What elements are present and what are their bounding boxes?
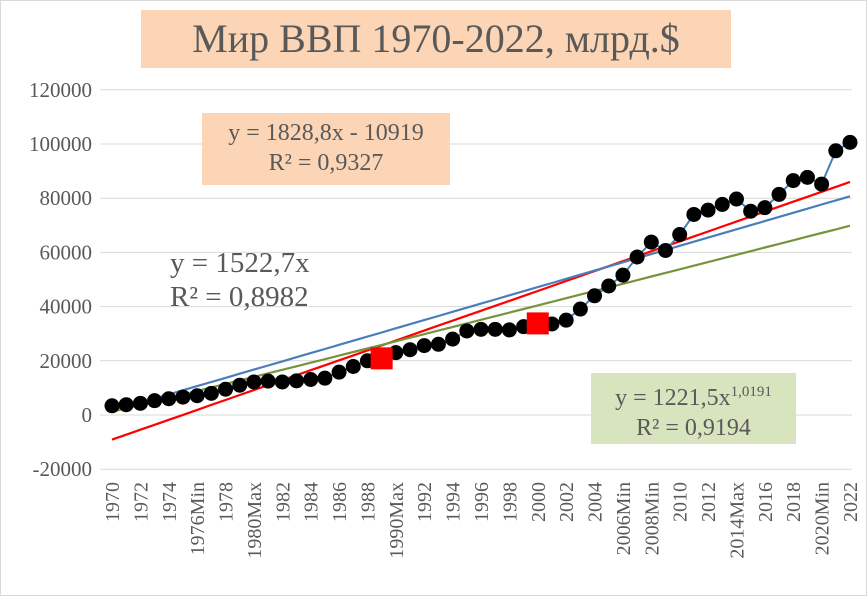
data-point (203, 385, 219, 401)
trendline-equation: y = 1828,8x - 10919 (228, 120, 424, 146)
y-tick-label: -20000 (33, 457, 93, 481)
data-point (430, 336, 446, 352)
data-point (672, 227, 688, 243)
data-point (686, 206, 702, 222)
data-point (828, 143, 844, 159)
data-point (558, 312, 574, 328)
data-point (147, 393, 163, 409)
data-point (331, 364, 347, 380)
x-tick-label: 2000 (528, 482, 550, 522)
linear-origin-trendline (111, 195, 851, 412)
origin-trendline-label: y = 1522,7x R² = 0,8982 (170, 246, 380, 314)
data-point (445, 331, 461, 347)
x-tick-label: 1990Max (386, 482, 408, 559)
data-point (629, 249, 645, 265)
x-tick-label: 1980Max (244, 482, 266, 559)
x-tick-label: 1972 (130, 482, 152, 522)
data-point (601, 278, 617, 294)
data-point (615, 267, 631, 283)
x-tick-label: 2010 (670, 482, 692, 522)
x-tick-label: 1986 (329, 482, 351, 522)
x-tick-label: 1982 (272, 482, 294, 522)
data-point (260, 373, 276, 389)
data-point (246, 374, 262, 390)
data-point (572, 301, 588, 317)
x-tick-label: 1996 (471, 482, 493, 522)
data-point (658, 243, 673, 259)
chart-title: Мир ВВП 1970-2022, млрд.$ (141, 10, 731, 68)
highlighted-point (526, 312, 549, 335)
y-tick-label: 0 (82, 403, 93, 427)
data-point (785, 173, 801, 189)
data-point (289, 373, 304, 389)
data-point (218, 381, 234, 397)
x-tick-label: 2018 (783, 482, 805, 522)
data-point (232, 377, 248, 393)
data-point (814, 176, 830, 192)
data-point (714, 196, 730, 212)
data-point (303, 371, 319, 387)
data-point (587, 288, 603, 304)
data-point (132, 395, 148, 411)
data-point (402, 342, 418, 358)
data-point (161, 391, 177, 407)
data-point (118, 397, 134, 413)
x-tick-label: 2006Min (613, 482, 635, 555)
y-tick-label: 100000 (29, 132, 92, 156)
data-point (842, 134, 858, 150)
trendline-equation: y = 1221,5x1,0191 (591, 377, 796, 413)
y-tick-label: 80000 (40, 186, 93, 210)
data-point (345, 358, 361, 374)
data-point (643, 234, 659, 250)
x-tick-label: 2022 (840, 482, 862, 522)
data-point (459, 323, 475, 339)
data-point (317, 370, 333, 386)
x-tick-label: 1992 (414, 482, 436, 522)
trendline-equation: y = 1522,7x (170, 247, 310, 279)
equation-base: y = 1221,5x (615, 385, 731, 411)
data-point (473, 321, 489, 337)
x-tick-label: 2020Min (812, 482, 834, 555)
y-tick-label: 20000 (40, 349, 93, 373)
x-tick-label: 2004 (585, 482, 607, 522)
equation-exponent: 1,0191 (730, 384, 772, 400)
data-point (175, 389, 191, 405)
y-tick-label: 120000 (29, 78, 92, 102)
data-point (274, 374, 290, 390)
data-point (728, 191, 744, 207)
power-trendline-label: y = 1221,5x1,0191 R² = 0,9194 (591, 373, 796, 444)
x-tick-label: 1998 (499, 482, 521, 522)
x-tick-label: 2008Min (641, 482, 663, 555)
y-tick-label: 60000 (40, 240, 93, 264)
x-tick-label: 1970 (102, 482, 124, 522)
data-point (501, 322, 517, 338)
trendline-r2: R² = 0,9194 (636, 415, 751, 441)
data-point (700, 202, 716, 218)
linear-trendline-label: y = 1828,8x - 10919 R² = 0,9327 (202, 113, 450, 185)
x-tick-label: 1994 (443, 482, 465, 522)
x-tick-label: 2002 (556, 482, 578, 522)
data-point (487, 321, 503, 337)
x-tick-label: 2012 (698, 482, 720, 522)
x-tick-label: 2016 (755, 482, 777, 522)
data-point (757, 200, 773, 216)
x-tick-label: 1984 (301, 482, 323, 522)
linear-trendline (111, 180, 851, 441)
x-tick-label: 1978 (216, 482, 238, 522)
data-point (189, 388, 205, 404)
x-tick-label: 1988 (357, 482, 379, 522)
data-point (799, 169, 815, 185)
data-point (104, 398, 120, 414)
y-tick-label: 40000 (40, 295, 93, 319)
x-tick-label: 1976Min (187, 482, 209, 555)
x-tick-label: 1974 (159, 482, 181, 522)
trendline-r2: R² = 0,8982 (170, 281, 309, 313)
data-point (416, 338, 432, 354)
highlighted-point (370, 347, 393, 370)
data-point (743, 203, 759, 219)
trendline-r2: R² = 0,9327 (268, 150, 384, 176)
data-point (771, 186, 787, 202)
x-tick-label: 2014Max (726, 482, 748, 559)
